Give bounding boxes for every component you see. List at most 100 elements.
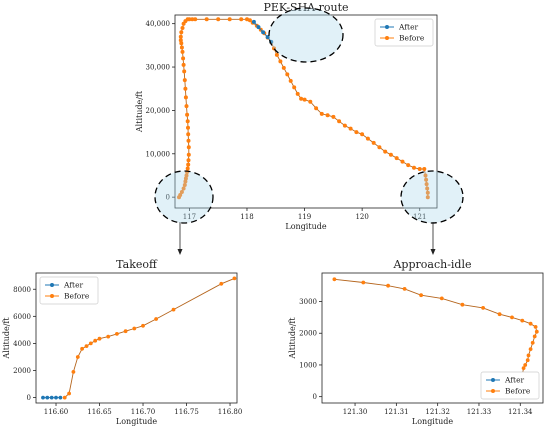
main-xlabel: Longitude <box>285 222 326 231</box>
main-series-before-point <box>302 97 307 102</box>
main-legend-label: Before <box>399 34 425 43</box>
approach-series-before-point <box>510 315 514 320</box>
main-series-before-point <box>186 158 191 163</box>
takeoff-series-before-point <box>62 395 67 400</box>
main-series-before-point <box>388 152 393 157</box>
highlight-regions <box>154 7 464 224</box>
takeoff-series-before-point <box>123 329 128 334</box>
approach-chart: Approach-idle 121.30 121.31 121.32 121.33 121… <box>288 258 544 426</box>
takeoff-series-before-point <box>71 370 76 374</box>
main-legend-swatch-marker <box>385 25 389 29</box>
approach-series-before-point <box>530 340 535 345</box>
main-series-before-point <box>179 41 184 46</box>
main-series-before-point <box>425 186 430 191</box>
approach-legend: After Before <box>480 371 540 400</box>
approach-legend-swatch-marker <box>491 389 495 393</box>
takeoff-series-before-point <box>132 326 137 331</box>
approach-ytick-label: 1000 <box>299 361 317 369</box>
main-xtick-label: 118 <box>240 213 253 221</box>
takeoff-series-after-point <box>49 395 54 400</box>
main-series-before-point <box>292 85 297 90</box>
takeoff-arrowhead <box>177 249 183 255</box>
main-legend-box <box>374 18 434 47</box>
main-series-before-point <box>181 186 186 191</box>
main-series-before-point <box>299 96 304 101</box>
main-series-before-point <box>423 173 428 178</box>
approach-ytick-label: 2000 <box>299 330 317 338</box>
approach-plot-frame <box>321 272 544 404</box>
main-series-before-point <box>190 17 195 22</box>
main-series-before-point <box>314 106 319 111</box>
main-series-before-point <box>178 34 183 39</box>
approach-series-before-point <box>528 321 533 326</box>
main-series-before-point <box>178 193 183 197</box>
main-series-before-point <box>180 49 185 54</box>
approach-series-before-point <box>332 277 337 282</box>
approach-ytick-label: 0 <box>313 393 317 401</box>
main-series-before-point <box>417 167 422 171</box>
main-series-before-point <box>180 26 185 30</box>
main-series-before-point <box>186 145 191 150</box>
takeoff-series-before-point <box>75 355 80 359</box>
takeoff-highlight <box>154 170 214 224</box>
main-series-before-point <box>186 162 191 167</box>
approach-xtick-label: 121.33 <box>467 408 492 416</box>
main-series-before-point <box>354 130 359 135</box>
main-series-after-point <box>261 30 266 35</box>
connector-arrows <box>177 222 436 255</box>
approach-series-before-point <box>525 358 530 363</box>
takeoff-xtick-label: 116.70 <box>131 408 156 416</box>
takeoff-xtick-label: 116.75 <box>174 408 199 416</box>
takeoff-series-before-point <box>219 281 224 286</box>
main-ytick-label: 20,000 <box>146 107 171 115</box>
takeoff-series-before-point <box>115 332 119 336</box>
takeoff-chart: Takeoff 116.60 116.65 116.70 116.75 116.80 0 20… <box>2 258 242 426</box>
takeoff-ytick-label: 2000 <box>13 367 31 375</box>
takeoff-ytick-label: 8000 <box>13 286 31 294</box>
approach-title: Approach-idle <box>392 258 471 271</box>
main-series-before-point <box>179 45 184 50</box>
approach-series-before-point <box>523 363 528 367</box>
main-series-before-point <box>424 182 429 187</box>
main-series-before-point <box>179 190 184 194</box>
takeoff-legend-swatch-marker <box>50 294 54 298</box>
main-series-before-point <box>383 149 388 154</box>
main-series-before-point <box>227 17 232 22</box>
main-series-before-point <box>186 125 190 130</box>
main-series-before-point <box>278 59 283 64</box>
takeoff-series-before-point <box>84 344 89 348</box>
approach-series-before-point <box>532 334 537 339</box>
takeoff-ytick-label: 0 <box>27 394 31 402</box>
main-series-before-point <box>425 195 430 200</box>
main-series-before-point <box>406 163 411 168</box>
takeoff-series-before-point <box>93 338 98 343</box>
takeoff-series-before-point <box>88 341 93 346</box>
takeoff-xtick-label: 116.80 <box>218 408 243 416</box>
main-series-before-point <box>247 18 252 23</box>
approach-series-before-point <box>386 283 390 288</box>
main-ytick-label: 30,000 <box>146 64 171 72</box>
takeoff-series-before-point <box>141 323 145 328</box>
main-series-before-point <box>179 30 184 35</box>
approach-series-before-point <box>460 302 465 307</box>
cruise-highlight <box>268 7 344 63</box>
main-ylabel: Altitude/ft <box>135 90 144 133</box>
takeoff-legend-label: Before <box>64 292 90 301</box>
main-series-before-point <box>185 166 190 171</box>
main-series-before-point <box>183 179 188 184</box>
approach-series-before-point <box>497 312 502 317</box>
approach-legend-label: Before <box>505 387 531 396</box>
main-series-before-point <box>178 38 183 43</box>
main-plot-frame <box>174 14 438 209</box>
main-series-before-point <box>337 119 342 124</box>
takeoff-series-before-point <box>106 334 111 339</box>
main-series-before-point <box>331 114 336 119</box>
main-ytick-label: 10,000 <box>146 150 171 158</box>
approach-series-before-point <box>361 280 366 285</box>
main-series-before-point <box>295 91 300 96</box>
approach-series-before-point <box>528 347 533 351</box>
main-series-before-point <box>377 145 382 150</box>
main-series-before-point <box>193 17 198 22</box>
approach-legend-box <box>480 371 540 400</box>
